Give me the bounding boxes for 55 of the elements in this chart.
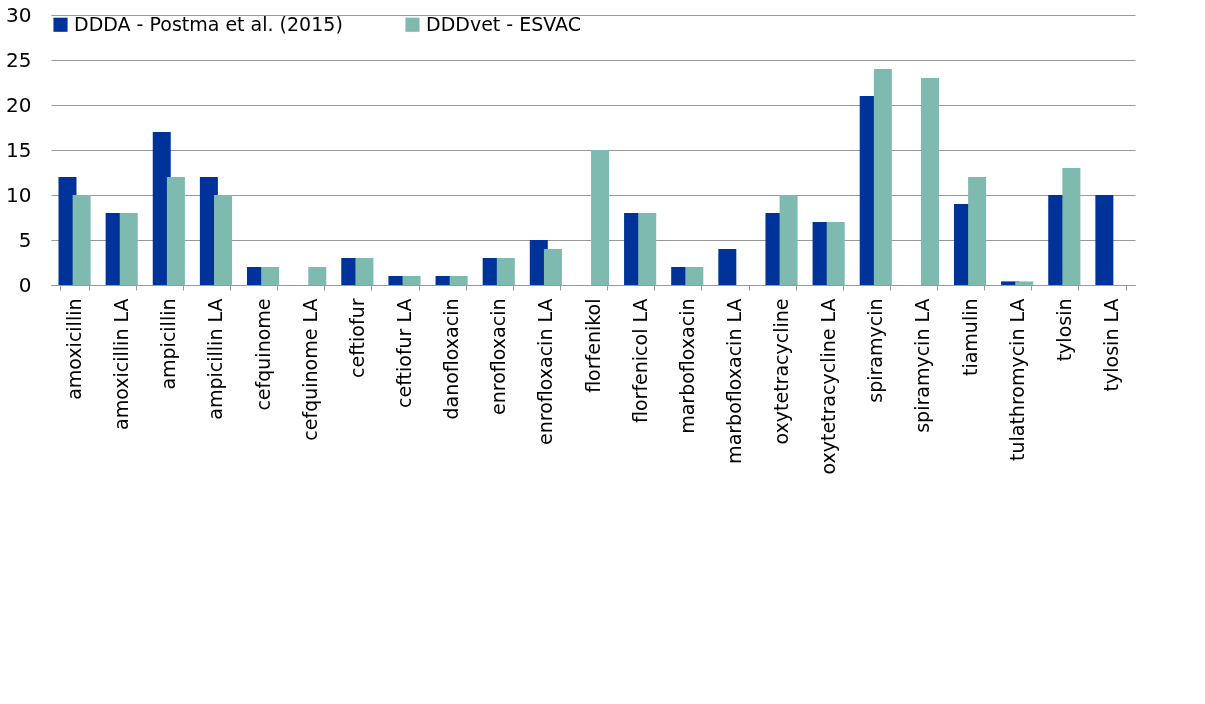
legend-label: DDDvet - ESVAC	[426, 12, 581, 35]
bar	[496, 258, 515, 285]
bar	[638, 213, 657, 285]
x-tick-label: florfenikol	[581, 298, 604, 393]
x-tick-label: ceftiofur LA	[392, 298, 415, 408]
x-tick-label: ampicillin	[157, 298, 180, 390]
bar	[261, 267, 280, 285]
bar	[1095, 195, 1114, 285]
x-tick-label: spiramycin LA	[911, 298, 934, 433]
bar	[685, 267, 704, 285]
x-tick-label: ceftiofur	[345, 298, 368, 378]
x-tick-label: tylosin	[1052, 298, 1075, 362]
x-tick-label: amoxicillin LA	[110, 298, 133, 430]
bar	[718, 249, 737, 285]
bar	[873, 69, 892, 285]
bar	[449, 276, 468, 285]
y-tick-label: 0	[18, 272, 32, 297]
bar	[826, 222, 845, 285]
x-tick-label: amoxicillin	[63, 298, 86, 400]
y-tick-label: 15	[6, 137, 32, 162]
bar	[119, 213, 138, 285]
bar	[308, 267, 327, 285]
y-tick-label: 25	[6, 47, 32, 72]
x-tick-label: enrofloxacin	[487, 298, 510, 415]
bar	[779, 195, 798, 285]
bar	[920, 78, 939, 285]
bar	[1015, 281, 1034, 285]
bar	[591, 150, 610, 285]
x-tick-label: danofloxacin	[440, 298, 463, 420]
y-tick-label: 30	[6, 2, 32, 27]
x-tick-label: tylosin LA	[1099, 298, 1122, 392]
bar	[543, 249, 562, 285]
x-tick-label: oxytetracycline	[770, 298, 793, 445]
bar	[214, 195, 233, 285]
x-tick-label: marbofloxacin LA	[722, 298, 745, 464]
x-tick-label: oxytetracycline LA	[817, 298, 840, 475]
x-tick-label: cefquinome	[251, 298, 274, 411]
x-tick-label: tiamulin	[958, 298, 981, 377]
y-tick-label: 5	[18, 227, 32, 252]
bar	[355, 258, 374, 285]
y-tick-label: 20	[6, 92, 32, 117]
x-tick-label: marbofloxacin	[675, 298, 698, 434]
x-tick-label: ampicillin LA	[204, 298, 227, 420]
bar	[166, 177, 185, 285]
x-tick-label: cefquinome LA	[298, 298, 321, 441]
x-tick-label: tulathromycin LA	[1005, 298, 1028, 462]
bar	[1062, 168, 1081, 285]
bar	[72, 195, 91, 285]
x-tick-label: enrofloxacin LA	[534, 298, 557, 445]
x-tick-label: spiramycin	[864, 298, 887, 403]
bar	[968, 177, 987, 285]
bar	[402, 276, 421, 285]
x-tick-label: florfenicol LA	[628, 298, 651, 424]
legend-label: DDDA - Postma et al. (2015)	[74, 12, 343, 35]
y-tick-label: 10	[6, 182, 32, 207]
